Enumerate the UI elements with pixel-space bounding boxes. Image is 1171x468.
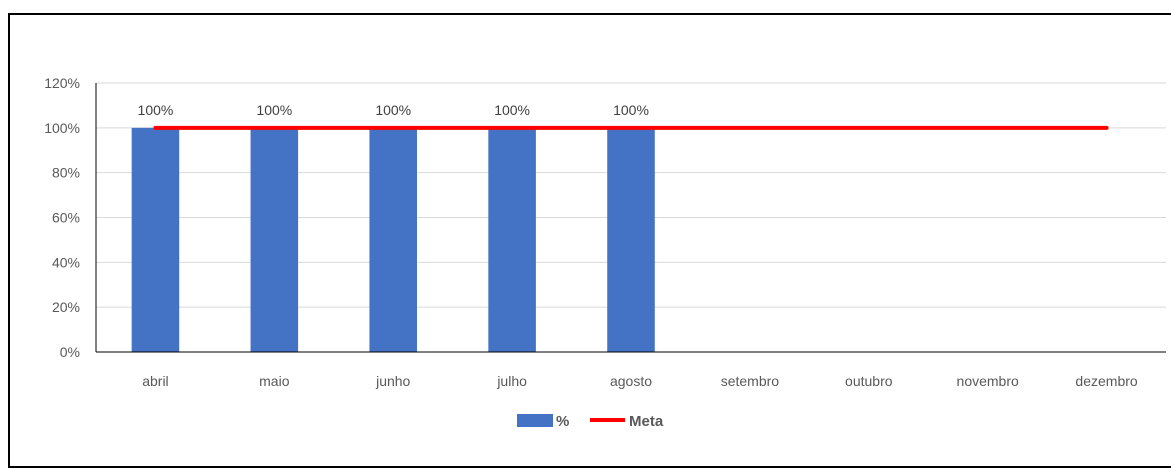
- chart: 0% 20% 40% 60% 80% 100% 120% abril maio junho julh…: [44, 75, 1166, 430]
- bar-data-label: 100%: [375, 102, 411, 118]
- legend-label-percent: %: [556, 413, 569, 430]
- bar-data-label: 100%: [494, 102, 530, 118]
- y-tick-label: 0%: [60, 344, 80, 360]
- bar-data-label: 100%: [613, 102, 649, 118]
- axes: 0% 20% 40% 60% 80% 100% 120% abril maio junho julh…: [44, 75, 1166, 389]
- legend-swatch-percent: [517, 414, 553, 427]
- bar[interactable]: [607, 127, 655, 352]
- y-tick-label: 60%: [52, 210, 80, 226]
- bar[interactable]: [369, 127, 417, 352]
- x-tick-label: dezembro: [1075, 373, 1137, 389]
- x-tick-label: junho: [375, 373, 410, 389]
- y-tick-label: 20%: [52, 299, 80, 315]
- x-tick-label: novembro: [957, 373, 1019, 389]
- y-tick-label: 40%: [52, 254, 80, 270]
- bar-data-label: 100%: [256, 102, 292, 118]
- bar-data-label: 100%: [138, 102, 174, 118]
- bar[interactable]: [250, 127, 299, 352]
- x-tick-label: agosto: [610, 373, 652, 389]
- bar[interactable]: [488, 127, 536, 352]
- legend-label-meta: Meta: [629, 413, 664, 430]
- x-tick-label: maio: [259, 373, 290, 389]
- bar[interactable]: [131, 127, 180, 352]
- y-tick-label: 120%: [44, 75, 80, 91]
- x-tick-label: outubro: [845, 373, 893, 389]
- y-tick-label: 80%: [52, 165, 80, 181]
- legend[interactable]: % Meta: [517, 413, 664, 430]
- bar-series: [131, 127, 655, 352]
- data-labels: 100% 100% 100% 100% 100%: [138, 102, 649, 118]
- y-tick-label: 100%: [44, 120, 80, 136]
- x-tick-label: julho: [496, 373, 527, 389]
- chart-frame: [8, 13, 1171, 468]
- x-tick-label: setembro: [721, 373, 780, 389]
- x-tick-label: abril: [142, 373, 168, 389]
